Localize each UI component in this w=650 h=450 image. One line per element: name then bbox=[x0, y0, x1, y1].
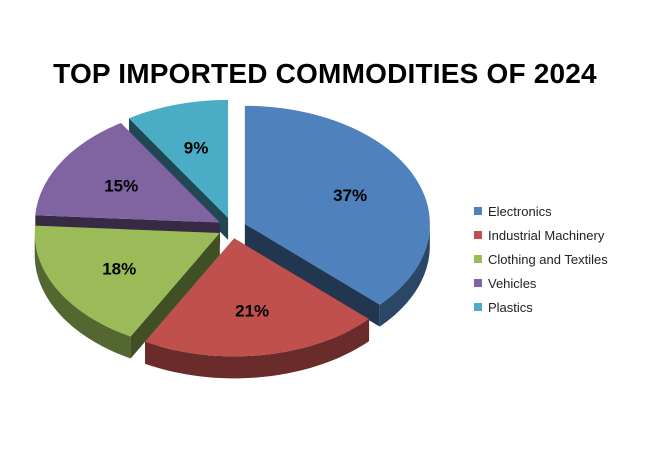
pie-slice-vehicles bbox=[35, 123, 220, 223]
data-label-clothing-and-textiles: 18% bbox=[102, 259, 136, 278]
legend-label-electronics: Electronics bbox=[488, 203, 552, 219]
slice-wall-electronics-end bbox=[244, 223, 380, 327]
data-label-plastics: 9% bbox=[184, 139, 209, 158]
legend-swatch-industrial-machinery bbox=[474, 231, 482, 239]
legend-item-clothing-and-textiles: Clothing and Textiles bbox=[474, 247, 608, 271]
legend-item-industrial-machinery: Industrial Machinery bbox=[474, 223, 608, 247]
slice-side-clothing-and-textiles bbox=[34, 233, 131, 359]
legend-swatch-vehicles bbox=[474, 279, 482, 287]
legend-label-vehicles: Vehicles bbox=[488, 275, 537, 291]
legend-swatch-clothing-and-textiles bbox=[474, 255, 482, 263]
slice-wall-clothing-and-textiles-start bbox=[130, 233, 220, 359]
pie-slice-clothing-and-textiles bbox=[34, 225, 220, 337]
legend-item-plastics: Plastics bbox=[474, 295, 608, 319]
chart-title: TOP IMPORTED COMMODITIES OF 2024 bbox=[53, 58, 597, 89]
chart-legend: Electronics Industrial Machinery Clothing … bbox=[474, 199, 608, 319]
pie-slice-industrial-machinery bbox=[145, 238, 370, 357]
legend-label-plastics: Plastics bbox=[488, 299, 533, 315]
slice-side-electronics bbox=[379, 223, 430, 327]
legend-swatch-plastics bbox=[474, 303, 482, 311]
data-label-electronics: 37% bbox=[333, 186, 367, 205]
pie-slice-tops bbox=[34, 99, 430, 357]
legend-label-industrial-machinery: Industrial Machinery bbox=[488, 227, 605, 243]
legend-item-vehicles: Vehicles bbox=[474, 271, 608, 295]
legend-label-clothing-and-textiles: Clothing and Textiles bbox=[488, 251, 608, 267]
pie-slice-plastics bbox=[128, 99, 229, 218]
data-label-vehicles: 15% bbox=[104, 176, 138, 195]
data-label-industrial-machinery: 21% bbox=[235, 302, 269, 321]
slice-side-industrial-machinery bbox=[145, 319, 370, 379]
pie-slice-electronics bbox=[244, 105, 430, 305]
legend-item-electronics: Electronics bbox=[474, 199, 608, 223]
legend-swatch-electronics bbox=[474, 207, 482, 215]
